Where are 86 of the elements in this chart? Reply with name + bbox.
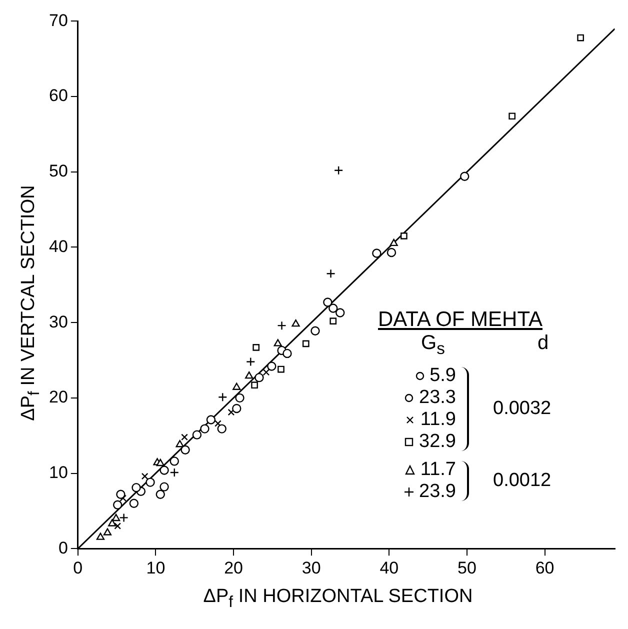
point: [400, 232, 408, 240]
y-tick-label: 50: [48, 162, 68, 181]
y-tick-label: 10: [48, 462, 68, 482]
point: [310, 326, 320, 336]
point: [156, 458, 164, 466]
x-tick-label: 20: [224, 558, 243, 578]
x-tick-label: 30: [302, 558, 321, 578]
point: [252, 344, 260, 351]
point: [218, 392, 228, 402]
point: [228, 408, 235, 416]
legend-label: 11.7: [420, 459, 456, 481]
point: [156, 490, 165, 499]
point: [120, 494, 126, 502]
annotation: 0.0012: [493, 470, 552, 492]
point: [232, 404, 242, 414]
y-tick-label: 0: [58, 538, 68, 558]
point: [116, 490, 126, 499]
point: [292, 319, 300, 327]
point: [577, 34, 584, 42]
point: [245, 371, 254, 379]
point: [372, 248, 382, 258]
point: [390, 238, 398, 246]
annotation: G$_{s}$: [420, 332, 446, 359]
point: [112, 514, 120, 522]
point: [181, 434, 188, 441]
point: [274, 339, 282, 346]
y-tick-label: 40: [48, 236, 68, 256]
point: [278, 366, 284, 373]
point: [119, 513, 128, 522]
point: [251, 382, 258, 389]
x-tick-label: 0: [73, 558, 83, 578]
point: [112, 500, 122, 510]
point: [170, 468, 179, 478]
point: [277, 320, 286, 330]
point: [232, 382, 241, 390]
point: [217, 424, 226, 434]
point: [129, 498, 139, 508]
legend-label: 23.9: [419, 481, 456, 503]
point: [262, 368, 270, 376]
y-tick-label: 20: [48, 388, 68, 407]
point: [254, 372, 264, 382]
x-tick-label: 50: [458, 558, 476, 578]
point: [328, 304, 338, 313]
legend-label: 32.9: [419, 431, 456, 453]
point: [460, 172, 470, 182]
point: [96, 532, 105, 540]
x-axis-title: ΔP$_{f}$ IN HORIZONTAL SECTION: [202, 586, 474, 612]
x-tick-label: 10: [146, 558, 166, 578]
legend-label: 11.9: [420, 409, 456, 431]
y-tick-label: 60: [48, 86, 68, 106]
point: [508, 112, 516, 120]
point: [103, 528, 112, 536]
point: [336, 308, 345, 318]
legend-label: 5.9: [430, 365, 456, 387]
point: [200, 424, 210, 434]
point: [235, 393, 244, 403]
point: [267, 362, 276, 371]
point: [192, 430, 202, 440]
point: [146, 478, 155, 487]
legend-title: DATA OF MEHTA: [378, 308, 544, 332]
point: [302, 340, 310, 348]
annotation: 0.0032: [493, 398, 552, 420]
annotation: d: [536, 332, 550, 356]
point: [206, 415, 216, 424]
y-tick-label: 70: [48, 10, 68, 30]
point: [160, 466, 169, 475]
legend-label: 23.3: [419, 387, 456, 409]
point: [214, 420, 222, 427]
point: [108, 519, 116, 526]
point: [330, 318, 337, 324]
x-tick-label: 60: [535, 558, 554, 578]
x-tick-label: 40: [380, 558, 399, 578]
point: [114, 522, 122, 530]
y-tick-label: 30: [48, 312, 68, 332]
point: [176, 440, 184, 448]
point: [160, 482, 169, 492]
point: [180, 445, 190, 454]
point: [246, 357, 256, 366]
point: [326, 269, 336, 278]
point: [282, 348, 292, 358]
point: [386, 248, 396, 258]
point: [170, 456, 179, 466]
point: [141, 472, 148, 480]
point: [323, 298, 332, 307]
point: [132, 482, 141, 492]
point: [334, 166, 344, 175]
